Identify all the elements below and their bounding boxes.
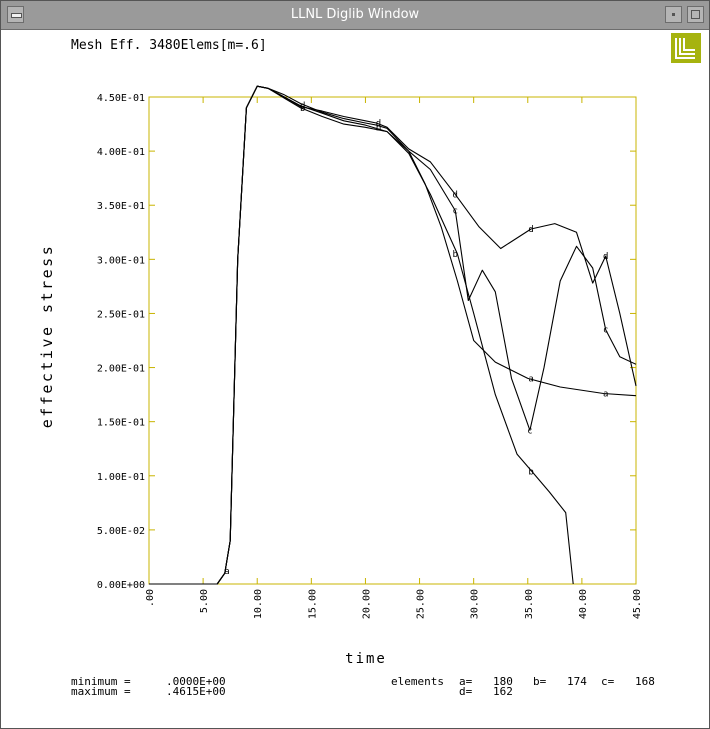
y-axis-label: effective stress <box>38 244 56 429</box>
x-axis-label: time <box>345 651 387 667</box>
y-axis: 0.00E+00 5.00E-02 1.00E-01 1.50E-01 2.00E-01… <box>97 93 636 591</box>
max-value: .4615E+00 <box>166 685 226 698</box>
min-value: .0000E+00 <box>166 675 226 688</box>
llnl-logo-icon <box>671 33 701 63</box>
element-b-value: 174 <box>567 675 587 688</box>
plot-area: Mesh Eff. 3480Elems[m=.6] 0.00E+00 5.00E-… <box>38 38 655 698</box>
series-marker-d: d <box>453 190 458 200</box>
series-marker-a: a <box>528 374 533 384</box>
y-tick-label: 2.50E-01 <box>97 309 145 320</box>
series-line-d <box>149 85 637 585</box>
series-marker-b: b <box>453 250 458 260</box>
y-tick-label: 4.50E-01 <box>97 93 145 104</box>
window-title: LLNL Diglib Window <box>290 7 420 22</box>
minimize-icon[interactable] <box>665 6 682 23</box>
element-a-value: 180 <box>493 675 513 688</box>
x-axis: .00 5.00 10.00 15.00 20.00 25.00 30.00 35.00 40.… <box>145 97 643 619</box>
title-bar[interactable]: LLNL Diglib Window <box>1 1 709 30</box>
series-marker-d: d <box>300 102 305 112</box>
series-marker-d: d <box>376 119 381 129</box>
series-marker-c: c <box>603 326 608 336</box>
series-marker-d: d <box>603 252 608 262</box>
y-tick-label: 3.50E-01 <box>97 201 145 212</box>
x-tick-label: 15.00 <box>307 589 318 619</box>
series-marker-b: b <box>376 123 381 133</box>
x-tick-label: 45.00 <box>632 589 643 619</box>
chart-title: Mesh Eff. 3480Elems[m=.6] <box>71 38 267 53</box>
x-tick-label: 20.00 <box>361 589 372 619</box>
series-marker-b: b <box>300 104 305 114</box>
min-label: minimum = <box>71 675 131 688</box>
y-tick-label: 1.00E-01 <box>97 472 145 483</box>
y-tick-label: 5.00E-02 <box>97 526 145 537</box>
series-marker-a: a <box>224 567 229 577</box>
max-label: maximum = <box>71 685 131 698</box>
series-marker-c: c <box>527 426 532 436</box>
element-c-key: c= <box>601 675 615 688</box>
element-d-key: d= <box>459 685 473 698</box>
y-tick-label: 4.00E-01 <box>97 147 145 158</box>
x-tick-label: 35.00 <box>524 589 535 619</box>
elements-label: elements <box>391 675 444 688</box>
series-marker-d: d <box>528 225 533 235</box>
element-c-value: 168 <box>635 675 655 688</box>
x-tick-label: 10.00 <box>253 589 264 619</box>
series-marker-c: c <box>453 207 458 217</box>
series-marker-a: a <box>603 390 608 400</box>
series-line-b <box>149 85 574 585</box>
y-tick-label: 3.00E-01 <box>97 255 145 266</box>
window-menu-icon[interactable] <box>7 6 24 23</box>
element-a-key: a= <box>459 675 473 688</box>
plot-frame <box>148 96 637 585</box>
series-marker-b: b <box>528 467 533 477</box>
y-tick-label: 0.00E+00 <box>97 580 145 591</box>
y-tick-label: 1.50E-01 <box>97 418 145 429</box>
y-tick-label: 2.00E-01 <box>97 364 145 375</box>
x-tick-label: .00 <box>145 589 156 607</box>
x-tick-label: 40.00 <box>578 589 589 619</box>
maximize-icon[interactable] <box>687 6 704 23</box>
x-tick-label: 30.00 <box>470 589 481 619</box>
x-tick-label: 5.00 <box>199 589 210 613</box>
element-b-key: b= <box>533 675 547 688</box>
element-d-value: 162 <box>493 685 513 698</box>
x-tick-label: 25.00 <box>416 589 427 619</box>
